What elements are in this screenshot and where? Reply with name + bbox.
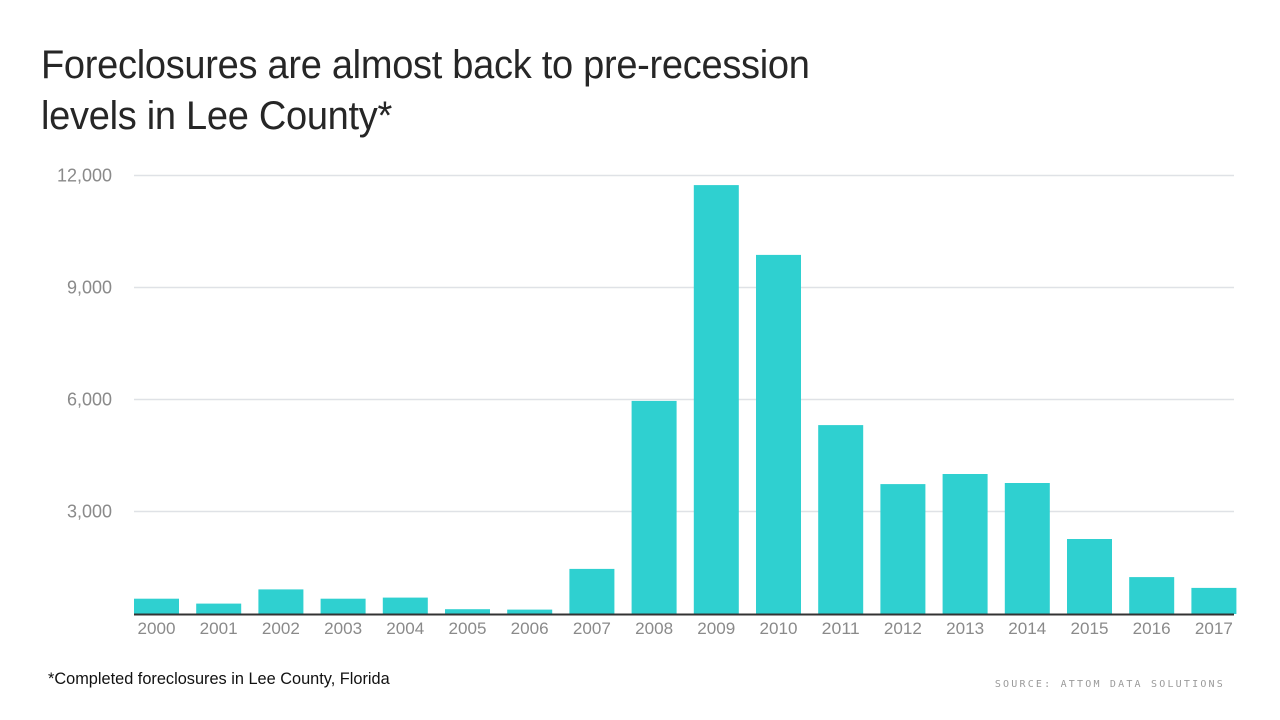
bar-2010 [756, 254, 801, 614]
bar-2000 [134, 598, 179, 614]
bar-2013 [942, 474, 988, 614]
bar-2017 [1191, 587, 1237, 614]
x-tick-label: 2004 [386, 619, 424, 638]
bar-2002 [258, 589, 304, 614]
bar-2012 [880, 484, 926, 614]
y-tick-label: 9,000 [67, 278, 112, 298]
x-tick-label: 2002 [262, 619, 300, 638]
x-tick-label: 2011 [822, 619, 860, 638]
bar-2009 [693, 185, 739, 614]
y-tick-label: 3,000 [67, 502, 112, 522]
x-tick-label: 2013 [946, 619, 984, 638]
bar-2003 [320, 598, 366, 614]
x-tick-label: 2017 [1195, 619, 1233, 638]
gridlines [134, 174, 1234, 513]
x-tick-label: 2005 [449, 619, 487, 638]
x-tick-label: 2010 [760, 619, 798, 638]
x-tick-label: 2007 [573, 619, 611, 638]
x-tick-label: 2006 [511, 619, 549, 638]
y-tick-label: 6,000 [67, 390, 112, 410]
x-tick-label: 2001 [200, 619, 238, 638]
bar-2016 [1129, 577, 1175, 614]
chart-title-line-1: Foreclosures are almost back to pre-rece… [41, 43, 810, 87]
x-tick-label: 2012 [884, 619, 922, 638]
y-tick-label: 12,000 [57, 166, 112, 186]
bar-2014 [1004, 483, 1050, 614]
bar-2015 [1067, 539, 1112, 614]
bar-2011 [818, 425, 864, 614]
bar-2007 [569, 568, 615, 614]
source-credit: SOURCE: ATTOM DATA SOLUTIONS [994, 679, 1225, 690]
bar-2005 [445, 609, 490, 614]
bar-2006 [507, 609, 553, 614]
bar-2004 [382, 597, 428, 614]
footnote: *Completed foreclosures in Lee County, F… [48, 669, 390, 688]
x-axis-ticks: 2000 2001 2002 2003 2004 2005 2006 2007 2008 2009… [138, 619, 1233, 638]
x-tick-label: 2008 [635, 619, 673, 638]
chart-title: Foreclosures are almost back to pre-rece… [41, 40, 991, 142]
x-tick-label: 2003 [324, 619, 362, 638]
bar-2008 [631, 400, 677, 614]
chart-title-line-2: levels in Lee County* [41, 94, 393, 138]
bars [134, 185, 1237, 614]
x-tick-label: 2015 [1071, 619, 1109, 638]
bar-2001 [196, 603, 242, 614]
y-axis-ticks: 3,000 6,000 9,000 12,000 [57, 166, 112, 522]
x-tick-label: 2000 [138, 619, 176, 638]
x-tick-label: 2009 [697, 619, 735, 638]
x-tick-label: 2014 [1008, 619, 1046, 638]
x-tick-label: 2016 [1133, 619, 1171, 638]
